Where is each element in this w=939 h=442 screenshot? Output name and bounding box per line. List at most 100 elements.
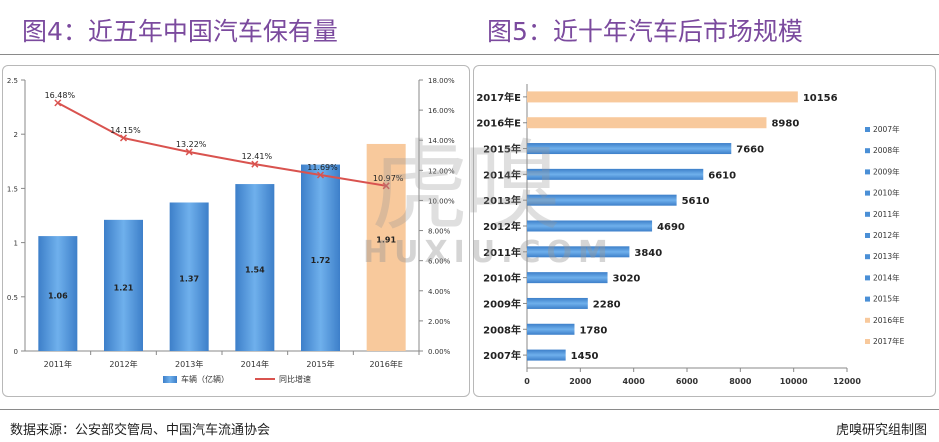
bar bbox=[366, 143, 406, 351]
y-tick-label: 2010年 bbox=[483, 272, 521, 285]
legend-bars-swatch bbox=[163, 376, 177, 383]
bar bbox=[527, 91, 798, 103]
legend-label: 2008年 bbox=[873, 145, 900, 155]
chart1-panel: 0 0.5 1 1.5 2 2.5 0.00% 2.00% 4.00% 6.00% 8.00% 10.… bbox=[2, 65, 470, 397]
x-tick-label: 12000 bbox=[833, 377, 861, 386]
bar-value-label: 2280 bbox=[593, 299, 621, 310]
bar-value-label: 6610 bbox=[708, 170, 736, 181]
x-tick-label: 10000 bbox=[780, 377, 808, 386]
legend-label: 2017年E bbox=[873, 336, 905, 346]
line-value-label: 10.97% bbox=[373, 174, 404, 183]
y-tick-label: 2013年 bbox=[483, 194, 521, 207]
legend-label: 2014年 bbox=[873, 272, 900, 282]
y2-tick-label: 14.00% bbox=[428, 137, 455, 145]
line-value-label: 14.15% bbox=[110, 126, 141, 135]
legend-swatch bbox=[865, 339, 870, 344]
bar-value-label: 1.91 bbox=[376, 235, 396, 244]
legend-label: 2011年 bbox=[873, 209, 900, 219]
chart2-panel: 0 2000 4000 6000 8000 10000 12000 1450 2007年 1780… bbox=[473, 65, 936, 397]
legend-swatch bbox=[865, 233, 870, 238]
bar-value-label: 4690 bbox=[657, 222, 685, 233]
x-tick-label: 6000 bbox=[676, 377, 699, 386]
legend-swatch bbox=[865, 211, 870, 217]
bar-value-label: 8980 bbox=[771, 119, 799, 130]
legend-label: 2013年 bbox=[873, 251, 900, 261]
bar-value-label: 5610 bbox=[682, 196, 710, 207]
header-divider bbox=[0, 54, 939, 55]
line-point bbox=[54, 99, 62, 107]
y-tick-label: 2007年 bbox=[483, 349, 521, 362]
legend-label: 2015年 bbox=[873, 294, 900, 304]
y-tick-label: 2015年 bbox=[483, 143, 521, 156]
chart2-svg: 0 2000 4000 6000 8000 10000 12000 1450 2007年 1780… bbox=[476, 84, 905, 386]
legend-swatch bbox=[865, 296, 870, 302]
y2-tick-label: 4.00% bbox=[428, 288, 451, 296]
y-tick-label: 2017年E bbox=[476, 91, 521, 104]
y-tick-label: 2009年 bbox=[483, 297, 521, 310]
x-tick-label: 2000 bbox=[569, 377, 592, 386]
y2-tick-label: 6.00% bbox=[428, 258, 451, 266]
x-tick-label: 4000 bbox=[623, 377, 646, 386]
bar bbox=[527, 168, 704, 180]
y2-tick-label: 8.00% bbox=[428, 228, 451, 236]
legend-swatch bbox=[865, 190, 870, 196]
line-point bbox=[119, 134, 128, 142]
bar-value-label: 1.72 bbox=[311, 256, 331, 265]
credit-note: 虎嗅研究组制图 bbox=[835, 423, 927, 438]
bar bbox=[527, 143, 732, 155]
chart2-title: 图5：近十年汽车后市场规模 bbox=[487, 17, 803, 46]
legend-swatch bbox=[865, 169, 870, 175]
bar-value-label: 1.37 bbox=[179, 275, 199, 284]
bar bbox=[527, 272, 608, 284]
bar-value-label: 3020 bbox=[613, 274, 641, 285]
y-tick-label: 2012年 bbox=[483, 220, 521, 233]
legend-line-label: 同比增速 bbox=[279, 374, 311, 384]
line-point bbox=[185, 148, 193, 156]
y2-tick-label: 18.00% bbox=[428, 77, 455, 85]
y2-tick-label: 12.00% bbox=[428, 167, 455, 175]
line-value-label: 13.22% bbox=[176, 140, 207, 149]
y-tick-label: 1.5 bbox=[7, 185, 18, 193]
line-value-label: 12.41% bbox=[242, 152, 273, 161]
bar-value-label: 1450 bbox=[571, 351, 599, 362]
bar-value-label: 3840 bbox=[634, 248, 662, 259]
x-tick-label: 2016年E bbox=[369, 359, 402, 369]
bar-value-label: 1.06 bbox=[48, 292, 68, 301]
bar bbox=[527, 246, 630, 258]
chart1-title: 图4：近五年中国汽车保有量 bbox=[22, 17, 338, 46]
x-tick-label: 2014年 bbox=[241, 359, 269, 369]
bar bbox=[527, 194, 677, 206]
y-tick-label: 2016年E bbox=[476, 117, 521, 130]
legend-swatch bbox=[865, 127, 870, 132]
bar-value-label: 7660 bbox=[736, 145, 764, 156]
bar bbox=[527, 323, 575, 335]
bar bbox=[235, 184, 275, 351]
bar bbox=[38, 236, 78, 351]
bar-value-label: 1.21 bbox=[114, 283, 134, 292]
legend-swatch bbox=[865, 254, 870, 260]
y-tick-label: 0.5 bbox=[7, 294, 18, 302]
footer-divider bbox=[0, 409, 939, 410]
y2-tick-label: 0.00% bbox=[428, 348, 451, 356]
growth-line bbox=[57, 102, 387, 187]
legend-bars-label: 车辆（亿辆） bbox=[181, 374, 229, 384]
y-tick-label: 2 bbox=[14, 131, 18, 139]
bar bbox=[527, 117, 767, 129]
bar bbox=[169, 202, 209, 351]
x-tick-label: 2011年 bbox=[44, 359, 72, 369]
bar bbox=[527, 349, 566, 361]
line-value-label: 11.69% bbox=[307, 163, 338, 172]
bar-value-label: 1.54 bbox=[245, 266, 265, 275]
x-tick-label: 2012年 bbox=[109, 359, 137, 369]
y-tick-label: 2011年 bbox=[483, 246, 521, 259]
x-tick-label: 8000 bbox=[729, 377, 752, 386]
legend-swatch bbox=[865, 317, 870, 323]
line-point bbox=[251, 160, 259, 168]
bar bbox=[301, 164, 340, 351]
bar-value-label: 10156 bbox=[803, 93, 838, 104]
line-value-label: 16.48% bbox=[45, 91, 76, 100]
y-tick-label: 1 bbox=[14, 240, 18, 248]
y-tick-label: 2008年 bbox=[483, 323, 521, 336]
bar bbox=[104, 219, 143, 351]
x-tick-label: 0 bbox=[524, 377, 530, 386]
